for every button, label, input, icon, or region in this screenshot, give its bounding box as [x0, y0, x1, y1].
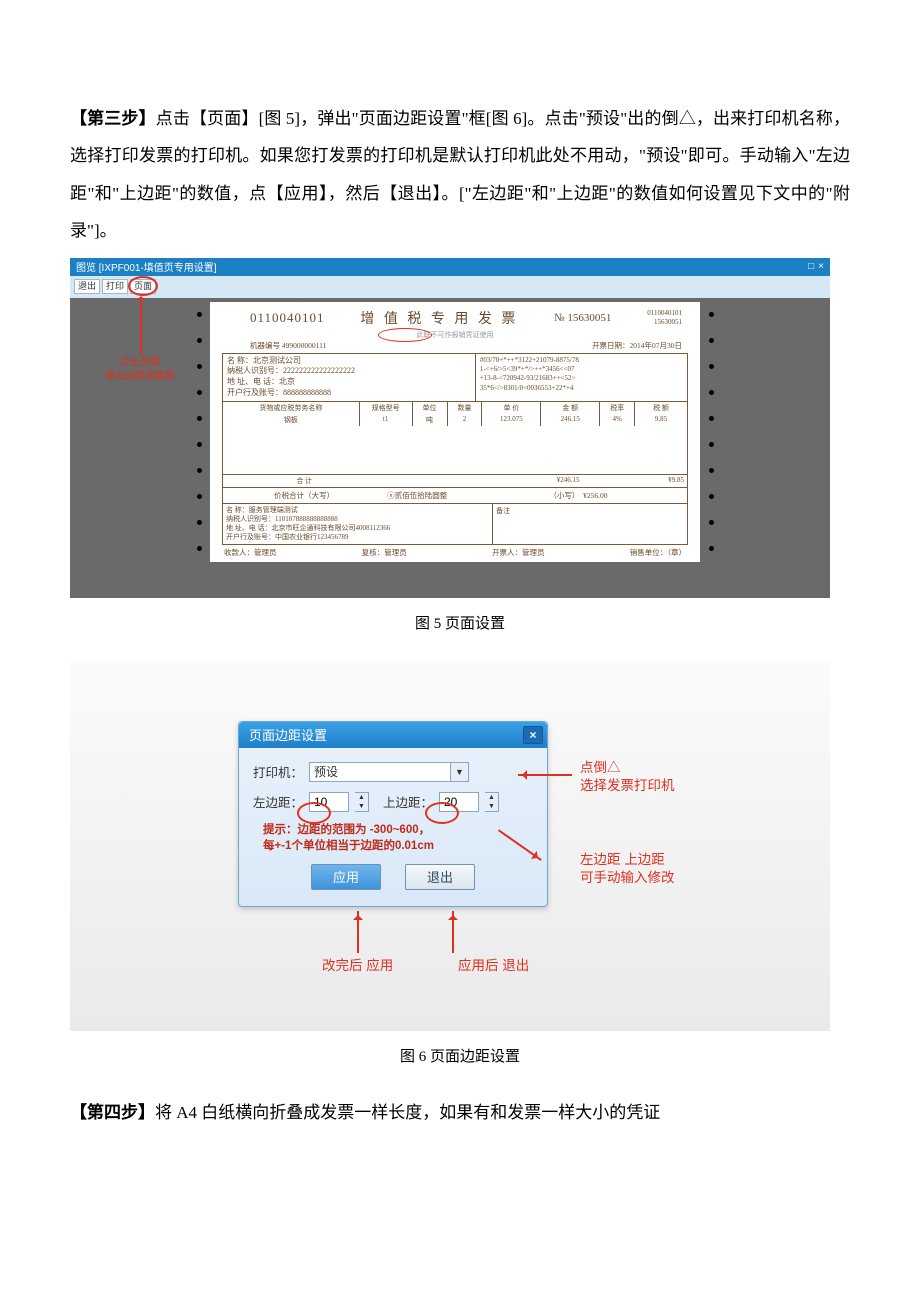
dialog-titlebar: 页面边距设置 × [239, 722, 547, 748]
print-button[interactable]: 打印 [102, 279, 128, 294]
perforation-left [192, 302, 206, 562]
invoice-subtitle: 此联不可作报销凭证使用 [210, 330, 700, 340]
printer-label: 打印机： [253, 762, 303, 781]
invoice-items: 货物或应税劳务名称规格型号单位数量单 价金 额税率税 额 钢板t1吨2123.0… [223, 401, 687, 487]
arrow-to-exit [452, 911, 454, 953]
printer-value: 预设 [309, 762, 451, 782]
items-sum: 合 计¥246.15¥9.85 [223, 474, 687, 487]
minimize-icon[interactable]: □ [808, 261, 814, 272]
dialog-body: 打印机： 预设 ▼ 左边距： ▲▼ 上边距： ▲▼ 提示：边距的范围为 -300… [239, 748, 547, 906]
dialog-title: 页面边距设置 [249, 725, 327, 744]
figure-5-caption: 图 5 页面设置 [70, 612, 850, 633]
invoice-seller: 名 称：服务管理端测试 纳税人识别号：110107888888888888 地 … [223, 503, 687, 544]
annotation-circle-title [378, 328, 432, 342]
window-title: 图览 [IXPF001-填值页专用设置] [76, 259, 217, 274]
figure-6-caption: 图 6 页面边距设置 [70, 1045, 850, 1066]
arrow-to-dropdown [518, 774, 572, 776]
margin-dialog: 页面边距设置 × 打印机： 预设 ▼ 左边距： ▲▼ 上边距： ▲ [238, 721, 548, 907]
paragraph-step4: 【第四步】将 A4 白纸横向折叠成发票一样长度，如果有和发票一样大小的凭证 [70, 1094, 850, 1131]
invoice-number: № 15630051 [554, 312, 611, 324]
items-row: 钢板t1吨2123.075246.154%9.85 [223, 414, 687, 426]
invoice-header-rt: 011004010115630051 [647, 309, 682, 326]
invoice-row2: 机器编号 499000000111 开票日期：2014年07月30日 [210, 340, 700, 353]
invoice-total: 价税合计（大写） ⓧ贰佰伍拾陆圆整 （小写） ¥256.00 [223, 487, 687, 503]
invoice-parties: 名 称：北京测试公司 纳税人识别号：222222222222222222 地 址… [223, 354, 687, 401]
step3-lead: 【第三步】 [70, 109, 156, 128]
top-margin-spinner[interactable]: ▲▼ [485, 792, 499, 812]
buyer-block: 名 称：北京测试公司 纳税人识别号：222222222222222222 地 址… [223, 354, 476, 401]
paragraph-step3: 【第三步】点击【页面】[图 5]，弹出"页面边距设置"框[图 6]。点击"预设"… [70, 100, 850, 250]
perforation-right [704, 302, 718, 562]
close-icon[interactable]: × [818, 261, 824, 272]
step4-body: 将 A4 白纸横向折叠成发票一样长度，如果有和发票一样大小的凭证 [155, 1103, 660, 1122]
invoice-footer: 收款人：管理员 复核：管理员 开票人：管理员 销售单位：（章） [210, 545, 700, 560]
items-header: 货物或应税劳务名称规格型号单位数量单 价金 额税率税 额 [223, 402, 687, 414]
dialog-close-button[interactable]: × [523, 726, 543, 744]
annotation-exit: 应用后 退出 [458, 957, 529, 976]
dropdown-icon[interactable]: ▼ [451, 762, 469, 782]
annotation-dropdown: 点倒△ 选择发票打印机 [580, 759, 675, 797]
annotation-apply: 改完后 应用 [322, 957, 393, 976]
annotation-arrow-page [140, 298, 142, 354]
margin-hint: 提示：边距的范围为 -300~600， 每+-1个单位相当于边距的0.01cm [263, 822, 533, 854]
left-margin-spinner[interactable]: ▲▼ [355, 792, 369, 812]
left-margin-input[interactable] [309, 792, 349, 812]
annotation-margins: 左边距 上边距 可手动输入修改 [580, 851, 675, 889]
invoice-title: 增 值 税 专 用 发 票 [360, 308, 518, 328]
apply-button[interactable]: 应用 [311, 864, 381, 890]
step3-body: 点击【页面】[图 5]，弹出"页面边距设置"框[图 6]。点击"预设"出的倒△，… [70, 109, 850, 240]
top-margin-input[interactable] [439, 792, 479, 812]
left-margin-label: 左边距： [253, 792, 303, 811]
preview-area: 0110040101 增 值 税 专 用 发 票 № 15630051 0110… [180, 298, 810, 588]
margin-row: 左边距： ▲▼ 上边距： ▲▼ [253, 792, 533, 812]
dialog-buttons: 应用 退出 [253, 864, 533, 894]
window-controls: □ × [808, 261, 824, 272]
step4-lead: 【第四步】 [70, 1103, 155, 1122]
toolbar: 退出 打印 页面 [70, 276, 830, 298]
invoice-box: 名 称：北京测试公司 纳税人识别号：222222222222222222 地 址… [222, 353, 688, 546]
invoice-preview: 0110040101 增 值 税 专 用 发 票 № 15630051 0110… [210, 302, 700, 562]
top-margin-label: 上边距： [375, 792, 433, 811]
invoice-header: 0110040101 增 值 税 专 用 发 票 № 15630051 0110… [210, 302, 700, 330]
annotation-label-page: 点击页面 弹出边距调整框 [90, 356, 190, 384]
exit-button[interactable]: 退出 [74, 279, 100, 294]
printer-row: 打印机： 预设 ▼ [253, 762, 533, 782]
figure-6: 页面边距设置 × 打印机： 预设 ▼ 左边距： ▲▼ 上边距： ▲ [70, 661, 830, 1031]
arrow-to-apply [357, 911, 359, 953]
exit-button[interactable]: 退出 [405, 864, 475, 890]
window-titlebar: 图览 [IXPF001-填值页专用设置] □ × [70, 258, 830, 276]
invoice-code: 0110040101 [250, 310, 325, 326]
figure-5: 图览 [IXPF001-填值页专用设置] □ × 退出 打印 页面 点击页面 弹… [70, 258, 830, 598]
printer-select[interactable]: 预设 ▼ [309, 762, 469, 782]
password-block: #03/70+*++*3122+21079-8875/78 1-<+6/>5<3… [476, 354, 687, 401]
